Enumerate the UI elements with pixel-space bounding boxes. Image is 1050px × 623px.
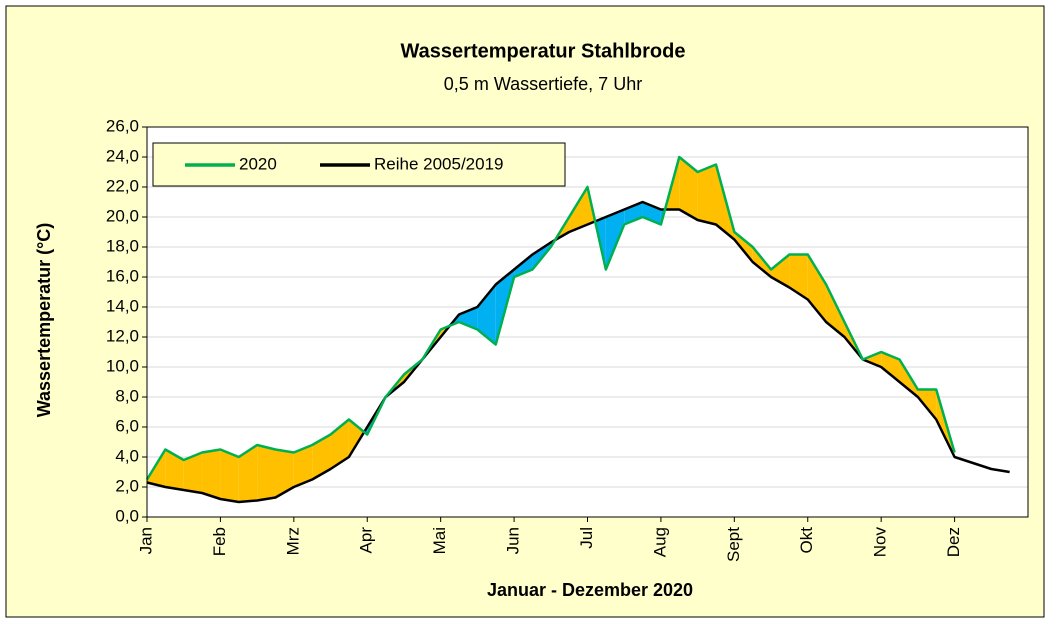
difference-fill xyxy=(881,352,900,382)
x-tick-label: Apr xyxy=(357,527,376,554)
y-tick-label: 26,0 xyxy=(106,116,139,135)
y-tick-label: 12,0 xyxy=(106,326,139,345)
difference-fill xyxy=(202,449,221,499)
x-tick-label: Dez xyxy=(944,527,963,557)
chart-title: Wassertemperatur Stahlbrode xyxy=(401,40,686,62)
difference-fill xyxy=(220,449,239,502)
x-tick-label: Jun xyxy=(504,527,523,554)
y-tick-label: 0,0 xyxy=(115,506,139,525)
difference-fill xyxy=(183,452,203,493)
x-tick-label: Aug xyxy=(650,527,669,557)
y-axis-title: Wassertemperatur (°C) xyxy=(34,223,54,418)
y-tick-label: 6,0 xyxy=(115,416,139,435)
difference-fill xyxy=(679,157,698,220)
difference-fill xyxy=(826,284,845,337)
plot-border xyxy=(146,126,1029,518)
y-tick-label: 10,0 xyxy=(106,356,139,375)
x-axis-title: Januar - Dezember 2020 xyxy=(487,580,693,600)
y-tick-label: 18,0 xyxy=(106,236,139,255)
y-tick-label: 8,0 xyxy=(115,386,139,405)
difference-fill xyxy=(477,284,496,345)
x-tick-label: Sept xyxy=(724,527,743,562)
difference-fill xyxy=(569,187,588,232)
difference-fill xyxy=(789,254,808,300)
difference-fill xyxy=(257,445,276,501)
x-tick-label: Mai xyxy=(430,527,449,554)
difference-fill xyxy=(293,445,313,487)
x-tick-label: Nov xyxy=(871,527,890,558)
y-tick-label: 2,0 xyxy=(115,476,139,495)
difference-fill xyxy=(862,352,882,367)
x-tick-label: Mrz xyxy=(283,527,302,555)
y-tick-label: 24,0 xyxy=(106,146,139,165)
x-tick-label: Jul xyxy=(577,527,596,549)
legend-label: Reihe 2005/2019 xyxy=(374,154,504,173)
legend-label: 2020 xyxy=(239,154,277,173)
x-tick-label: Feb xyxy=(210,527,229,556)
x-tick-label: Okt xyxy=(797,527,816,554)
difference-fill xyxy=(275,449,294,498)
y-tick-label: 16,0 xyxy=(106,266,139,285)
difference-fill xyxy=(312,434,331,480)
y-tick-label: 14,0 xyxy=(106,296,139,315)
difference-fill xyxy=(697,164,716,225)
difference-fill xyxy=(605,209,625,270)
series-line xyxy=(146,200,1010,504)
y-tick-label: 20,0 xyxy=(106,206,139,225)
chart-subtitle: 0,5 m Wassertiefe, 7 Uhr xyxy=(444,74,642,94)
y-tick-label: 4,0 xyxy=(115,446,139,465)
difference-fill xyxy=(459,307,478,330)
series-line xyxy=(145,155,956,481)
difference-fill xyxy=(165,449,184,490)
y-tick-label: 22,0 xyxy=(106,176,139,195)
difference-fill xyxy=(238,445,258,502)
x-tick-label: Jan xyxy=(136,527,155,554)
